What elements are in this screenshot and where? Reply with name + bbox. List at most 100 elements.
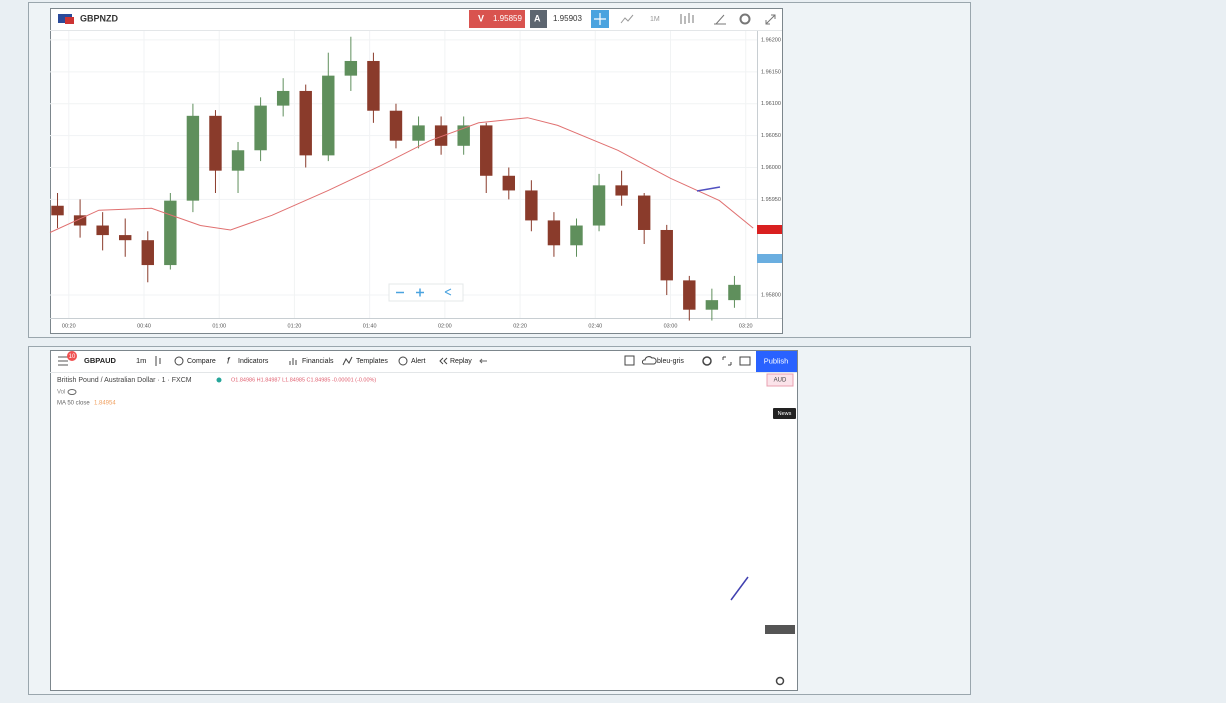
candle-body — [660, 229, 673, 281]
zoom-controls — [388, 283, 464, 302]
alert-count: 10 — [69, 354, 76, 360]
symbol[interactable]: GBPNZD — [80, 13, 119, 23]
chart-frame — [50, 8, 783, 334]
flag-icon — [65, 17, 74, 24]
candle-body — [502, 175, 516, 191]
x-tick-label: 01:40 — [363, 323, 377, 329]
candle-body — [547, 220, 561, 246]
y-tick-label: 1.96100 — [761, 101, 781, 107]
ask-price-marker — [757, 225, 782, 234]
market-status — [216, 377, 222, 383]
draw-icon[interactable] — [714, 14, 726, 25]
replay-button[interactable]: Replay — [450, 358, 472, 365]
alert-icon — [398, 356, 408, 366]
y-tick-label: 1.96000 — [761, 165, 781, 171]
menu-icon[interactable] — [58, 356, 68, 366]
crosshair-icon — [594, 13, 606, 25]
settings-icon[interactable] — [702, 356, 712, 366]
candle-body — [96, 225, 109, 236]
trend-line — [730, 576, 749, 601]
candle-body — [209, 115, 222, 171]
buy-label: A — [534, 13, 541, 23]
candle-body — [412, 125, 425, 141]
y-tick-label: 1.96200 — [761, 37, 781, 43]
chart-type-icon[interactable] — [620, 14, 634, 24]
candle-body — [389, 110, 403, 141]
candle-body — [637, 195, 651, 230]
x-tick-label: 01:20 — [288, 323, 302, 329]
theme-button[interactable]: bleu-gris — [657, 358, 684, 365]
candle-body — [119, 235, 132, 241]
candle-body — [276, 90, 290, 106]
candle-body — [570, 225, 583, 246]
indicators-button[interactable]: Indicators — [238, 358, 269, 365]
sell-price: 1.95859 — [493, 14, 522, 23]
news: News — [778, 411, 792, 417]
financials-icon — [289, 358, 297, 365]
candles-icon[interactable] — [680, 13, 694, 24]
x-tick-label: 03:20 — [739, 323, 753, 329]
alert-button[interactable]: Alert — [411, 358, 425, 365]
candle-body — [525, 190, 538, 221]
settings-icon[interactable] — [739, 13, 751, 25]
indicators-icon: f — [227, 355, 231, 365]
compare-icon — [174, 356, 184, 366]
candle-body — [51, 205, 64, 216]
y-tick-label: 1.95800 — [761, 292, 781, 298]
x-tick-label: 02:00 — [438, 323, 452, 329]
bid-price-marker — [757, 254, 782, 263]
undo-icon[interactable] — [479, 358, 487, 364]
candles-icon[interactable] — [155, 356, 161, 366]
snapshot-icon[interactable] — [739, 356, 751, 366]
news-badge[interactable] — [773, 408, 796, 419]
interval[interactable]: 1M — [650, 16, 660, 23]
sell-button[interactable] — [469, 10, 525, 28]
candle-body — [254, 105, 267, 151]
candle-body — [141, 240, 154, 266]
publish-button[interactable] — [756, 351, 797, 372]
candle-body — [344, 60, 358, 76]
candle-body — [231, 150, 245, 171]
compare-button[interactable]: Compare — [187, 358, 216, 365]
financials-button[interactable]: Financials — [302, 358, 334, 365]
candle-body — [592, 185, 606, 226]
symbol[interactable]: GBPAUD — [84, 356, 117, 365]
candle-body — [367, 60, 380, 111]
candle-body — [322, 75, 335, 156]
x-tick-label: 01:00 — [212, 323, 226, 329]
candle-body — [457, 125, 470, 146]
templates-icon — [342, 356, 353, 366]
visibility-icon[interactable] — [67, 389, 77, 395]
candle-body — [480, 125, 493, 176]
zoom-icons[interactable] — [396, 288, 424, 297]
x-tick-label: 02:20 — [513, 323, 527, 329]
trend-line — [696, 186, 721, 192]
currency-badge[interactable] — [766, 373, 794, 387]
x-tick-label: 03:00 — [664, 323, 678, 329]
last-price-marker — [765, 625, 795, 634]
buy-button[interactable] — [530, 10, 547, 28]
chart-frame — [50, 350, 798, 691]
interval[interactable]: 1m — [136, 356, 146, 365]
y-tick-label: 1.96050 — [761, 133, 781, 139]
templates-button[interactable]: Templates — [356, 358, 388, 365]
expand-icon[interactable] — [765, 14, 776, 25]
candle-body — [299, 90, 312, 156]
candle-body — [186, 115, 200, 201]
layout-icon[interactable] — [624, 355, 635, 366]
candle-body — [705, 300, 719, 310]
fullscreen-icon[interactable] — [722, 356, 732, 366]
volume-label: Vol — [57, 390, 65, 396]
replay-icon — [439, 357, 448, 365]
x-tick-label: 00:40 — [137, 323, 151, 329]
share-icon[interactable] — [444, 288, 452, 296]
ma-value: 1.84954 — [94, 401, 116, 407]
moving-average — [49, 117, 754, 233]
candle-body — [615, 185, 628, 196]
axis-settings-icon[interactable] — [775, 676, 785, 686]
candle-body — [728, 284, 741, 301]
ohlc-values: O1.84986 H1.84987 L1.84985 C1.84985 -0.0… — [231, 377, 376, 383]
candle-body — [73, 215, 87, 226]
